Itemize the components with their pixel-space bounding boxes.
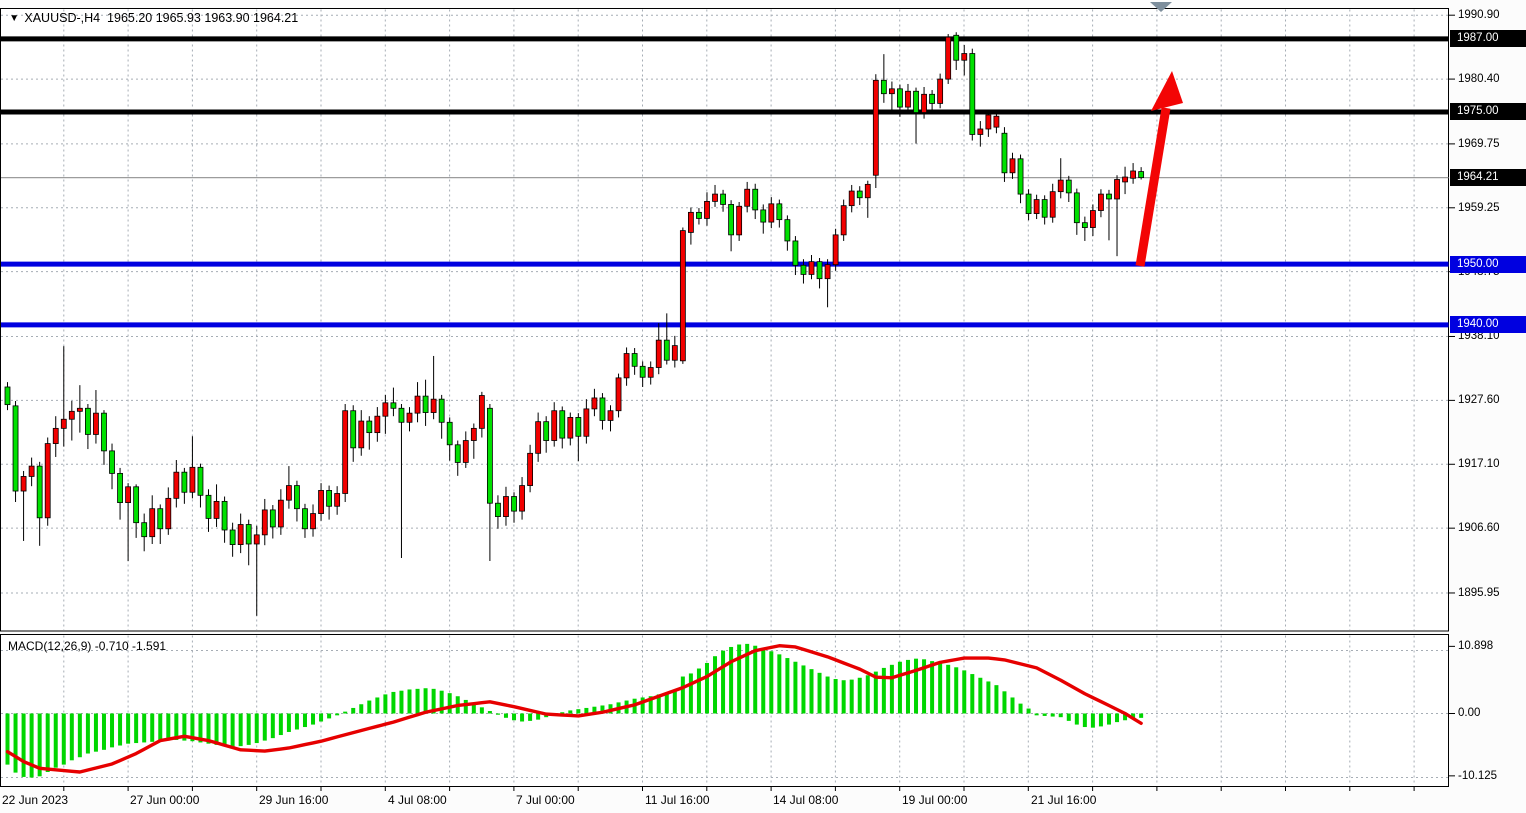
- macd-signal-line: [5, 644, 1143, 774]
- price-tick-label: 1895.95: [1458, 586, 1500, 599]
- symbol-dropdown-icon[interactable]: ▼: [9, 12, 20, 24]
- candles-layer: [4, 32, 1145, 616]
- price-tick-label: 1917.10: [1458, 458, 1500, 471]
- time-tick-label: 21 Jul 16:00: [1031, 793, 1097, 807]
- price-tick-label: 1969.75: [1458, 137, 1500, 150]
- time-tick-label: 14 Jul 08:00: [773, 793, 839, 807]
- shift-marker-icon: [1150, 2, 1172, 12]
- level-lines-layer: [1, 36, 1449, 328]
- time-tick-label: 27 Jun 00:00: [130, 793, 200, 807]
- price-level-box: 1950.00: [1450, 255, 1526, 273]
- chart-title-symbol: XAUUSD-,H4: [24, 11, 101, 25]
- price-tick-label: 1906.60: [1458, 522, 1500, 535]
- price-tick-label: 1927.60: [1458, 394, 1500, 407]
- time-tick-label: 22 Jun 2023: [2, 793, 69, 807]
- macd-tick-label: 10.898: [1458, 640, 1494, 653]
- price-level-box: 1987.00: [1450, 30, 1526, 48]
- time-tick-label: 7 Jul 00:00: [516, 793, 575, 807]
- macd-indicator-label: MACD(12,26,9) -0.710 -1.591: [8, 639, 167, 653]
- price-tick-label: 1990.90: [1458, 9, 1500, 22]
- time-tick-label: 19 Jul 00:00: [902, 793, 968, 807]
- price-level-box: 1964.21: [1450, 169, 1526, 187]
- macd-tick-label: 0.00: [1458, 707, 1481, 720]
- chart-title: ▼ XAUUSD-,H4 1965.20 1965.93 1963.90 1964…: [8, 11, 298, 25]
- trend-arrow: [1135, 71, 1183, 267]
- macd-tick-label: -10.125: [1458, 769, 1498, 782]
- price-tick-label: 1938.10: [1458, 330, 1500, 343]
- chart-title-ohlc: 1965.20 1965.93 1963.90 1964.21: [107, 11, 299, 25]
- price-tick-label: 1980.40: [1458, 73, 1500, 86]
- time-tick-label: 11 Jul 16:00: [645, 793, 710, 807]
- time-tick-label: 29 Jun 16:00: [259, 793, 329, 807]
- price-tick-label: 1959.25: [1458, 201, 1500, 214]
- price-level-box: 1940.00: [1450, 316, 1526, 334]
- price-level-box: 1975.00: [1450, 103, 1526, 121]
- time-tick-label: 4 Jul 08:00: [388, 793, 447, 807]
